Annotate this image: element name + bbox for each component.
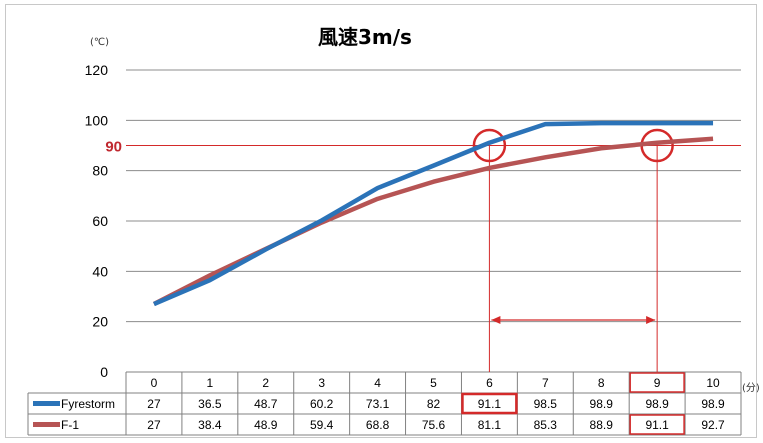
table-cell: 91.1 xyxy=(478,397,502,411)
highlight-circle xyxy=(472,128,507,163)
x-tick-label: 9 xyxy=(654,376,661,390)
x-tick-label: 1 xyxy=(207,376,214,390)
y-tick-label: 60 xyxy=(92,213,108,229)
x-tick-label: 10 xyxy=(706,376,720,390)
table-cell: 85.3 xyxy=(534,418,558,432)
table-cell: 91.1 xyxy=(645,418,669,432)
y-axis-unit: (℃) xyxy=(90,37,110,48)
chart-frame xyxy=(5,4,757,438)
table-cell: 27 xyxy=(147,418,161,432)
table-cell: 38.4 xyxy=(198,418,222,432)
table-cell: 92.7 xyxy=(701,418,725,432)
legend-label: F-1 xyxy=(61,418,79,432)
highlight-cell-box xyxy=(629,414,685,435)
x-tick-label: 0 xyxy=(151,376,158,390)
series-line-fyrestorm xyxy=(153,120,714,307)
y-tick-label: 40 xyxy=(92,263,108,279)
y-tick-label: 100 xyxy=(85,112,109,128)
table-cell: 36.5 xyxy=(198,397,222,411)
table-cell: 48.7 xyxy=(254,397,278,411)
interval-arrow-head xyxy=(646,316,656,324)
highlight-cell-box xyxy=(629,372,685,393)
x-tick-label: 7 xyxy=(542,376,549,390)
table-cell: 88.9 xyxy=(590,418,614,432)
x-tick-label: 4 xyxy=(374,376,381,390)
table-cell: 98.9 xyxy=(701,397,725,411)
x-axis-unit: (分) xyxy=(742,383,760,394)
table-cell: 75.6 xyxy=(422,418,446,432)
table-cell: 27 xyxy=(147,397,161,411)
table-cell: 48.9 xyxy=(254,418,278,432)
y-tick-label: 120 xyxy=(85,62,109,78)
x-tick-label: 2 xyxy=(262,376,269,390)
highlight-cell-box xyxy=(461,392,518,415)
x-tick-label: 3 xyxy=(318,376,325,390)
x-tick-label: 6 xyxy=(486,376,493,390)
table-cell: 73.1 xyxy=(366,397,390,411)
legend-label: Fyrestorm xyxy=(61,397,115,411)
table-cell: 98.9 xyxy=(645,397,669,411)
interval-arrow-head xyxy=(491,316,501,324)
table-cell: 98.5 xyxy=(534,397,558,411)
table-cell: 68.8 xyxy=(366,418,390,432)
y-tick-label: 0 xyxy=(100,364,108,380)
x-tick-label: 5 xyxy=(430,376,437,390)
x-tick-label: 8 xyxy=(598,376,605,390)
table-cell: 60.2 xyxy=(310,397,334,411)
table-cell: 98.9 xyxy=(590,397,614,411)
reference-line-label: 90 xyxy=(105,139,122,156)
table-cell: 59.4 xyxy=(310,418,334,432)
y-tick-label: 80 xyxy=(92,163,108,179)
y-tick-label: 20 xyxy=(92,314,108,330)
table-cell: 82 xyxy=(427,397,441,411)
chart-title: 風速3m/s xyxy=(318,25,412,49)
table-cell: 81.1 xyxy=(478,418,502,432)
